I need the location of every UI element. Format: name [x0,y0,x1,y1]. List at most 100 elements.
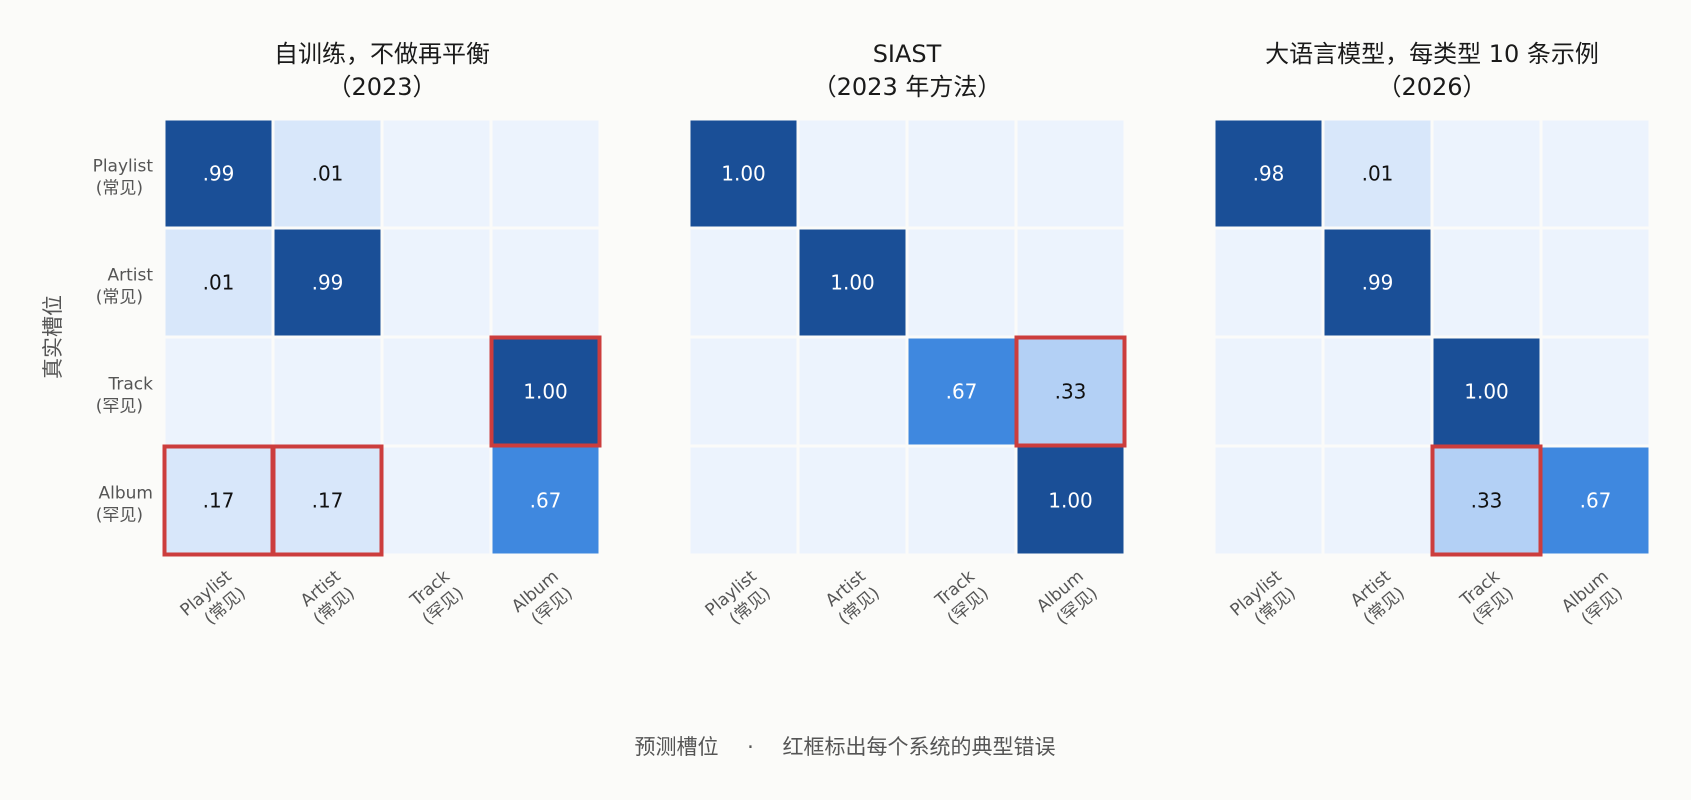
heatmap-cell [1542,338,1649,445]
cell-value-label: .17 [203,489,235,513]
heatmap-panel-3: 大语言模型，每类型 10 条示例 （2026） .98 .01 .99 1.00 .33 .6… [1215,40,1649,634]
cell-value-label: .17 [312,489,344,513]
heatmap-cell [1324,120,1431,227]
column-label: Track(罕见) [1455,566,1518,629]
panel-title-line: （2026） [1377,73,1486,101]
cell-value-label: 1.00 [1048,489,1093,513]
panel-title-line: 自训练，不做再平衡 [274,40,490,68]
cell-value-label: .98 [1253,162,1285,186]
cell-value-label: .67 [530,489,562,513]
heatmap-cell [274,120,381,227]
error-highlight-box [271,444,384,557]
heatmap-cell [1324,447,1431,554]
heatmap-cell [799,120,906,227]
error-highlight-box [1430,444,1543,557]
column-label: Track(罕见) [930,566,993,629]
heatmap-cell [1324,338,1431,445]
heatmap-cell [690,338,797,445]
heatmap-cell [165,338,272,445]
row-label-type: (常见) [96,179,143,199]
heatmap-cell [274,229,381,336]
cell-value-label: .01 [312,162,344,186]
heatmap-cell [1215,338,1322,445]
heatmap-cell [492,338,599,445]
row-label-type: (常见) [96,288,143,308]
heatmap-panel-1: 自训练，不做再平衡 （2023） .99 .01 .01 .99 1.00 .17 .17 .67… [93,40,602,637]
cell-value-label: .67 [946,380,978,404]
footer-caption: 预测槽位 · 红框标出每个系统的典型错误 [634,735,1055,759]
heatmap-cell [1215,120,1322,227]
heatmap-cell [1324,229,1431,336]
column-label: Playlist(常见) [177,566,251,637]
cell-value-label: .99 [1362,271,1394,295]
panel-title-line: SIAST [873,40,942,68]
heatmap-cell [1542,229,1649,336]
heatmap-cell [492,229,599,336]
panel-title: 自训练，不做再平衡 （2023） [274,40,490,101]
column-label: Album(罕见) [508,567,577,634]
heatmap-cell [274,338,381,445]
column-label: Album(罕见) [1033,567,1102,634]
heatmap-cell [908,447,1015,554]
heatmap-cell [1433,229,1540,336]
heatmap-cell [690,120,797,227]
footer-xlabel: 预测槽位 [634,735,718,759]
row-label-name: Album [99,484,153,504]
column-label: Playlist(常见) [702,566,776,637]
cell-value-label: .99 [203,162,235,186]
cell-value-label: .33 [1471,489,1503,513]
cell-value-label: .99 [312,271,344,295]
heatmap-cell [690,447,797,554]
heatmap-cell [799,338,906,445]
heatmap-panel-2: SIAST （2023 年方法） 1.00 1.00 .67 .33 1.00 Playlis… [690,40,1127,637]
cell-value-label: 1.00 [523,380,568,404]
y-axis-label: 真实槽位 [41,295,65,379]
panel-title-line: （2023） [327,73,436,101]
heatmap-cell [799,229,906,336]
heatmap-cell [1017,338,1124,445]
heatmap-cell [165,447,272,554]
panel-title: 大语言模型，每类型 10 条示例 （2026） [1265,40,1599,101]
footer-note: 红框标出每个系统的典型错误 [783,735,1056,759]
heatmap-cell [690,229,797,336]
heatmap-cell [1433,338,1540,445]
footer-separator: · [747,735,754,759]
panel-title-line: （2023 年方法） [813,73,1002,101]
row-label-type: (罕见) [96,506,143,526]
column-label: Artist(常见) [1346,566,1409,629]
row-label-type: (罕见) [96,397,143,417]
error-highlight-box [489,335,602,448]
cell-value-label: 1.00 [1464,380,1509,404]
heatmap-cell [383,229,490,336]
column-label: Artist(常见) [296,566,359,629]
row-label-name: Playlist [93,157,154,177]
heatmap-cell [908,338,1015,445]
error-highlight-box [1014,335,1127,448]
cell-value-label: .67 [1580,489,1612,513]
cell-value-label: .33 [1055,380,1087,404]
heatmap-cell [1542,120,1649,227]
heatmap-cell [492,120,599,227]
row-label-name: Track [108,375,154,395]
cell-value-label: 1.00 [830,271,875,295]
column-label: Track(罕见) [405,566,468,629]
heatmap-cell [1215,229,1322,336]
column-label: Artist(常见) [821,566,884,629]
heatmap-cell [165,229,272,336]
heatmap-panels: 自训练，不做再平衡 （2023） .99 .01 .01 .99 1.00 .17 .17 .67… [93,40,1649,637]
heatmap-cell [1215,447,1322,554]
heatmap-cell [383,447,490,554]
heatmap-cell [1017,229,1124,336]
cell-value-label: .01 [203,271,235,295]
heatmap-cell [165,120,272,227]
heatmap-cell [383,338,490,445]
heatmap-cell [908,120,1015,227]
heatmap-cell [383,120,490,227]
column-label: Album(罕见) [1558,567,1627,634]
cell-value-label: .01 [1362,162,1394,186]
heatmap-cell [1017,447,1124,554]
heatmap-cell [799,447,906,554]
heatmap-cell [492,447,599,554]
heatmap-cell [1433,447,1540,554]
